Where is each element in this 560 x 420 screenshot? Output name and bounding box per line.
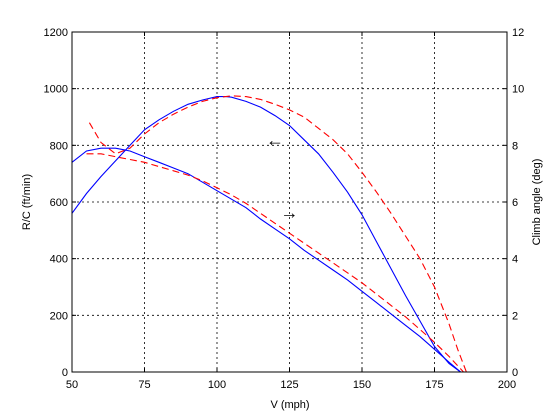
y-tick-label: 1000	[44, 84, 68, 96]
series-group	[71, 95, 467, 373]
y2-tick-label: 2	[512, 310, 518, 322]
x-tick-label: 125	[280, 379, 298, 391]
x-tick-labels: 50 75 100 125 150 175 200	[66, 379, 516, 391]
y-tick-label: 400	[50, 254, 68, 266]
series-line-3	[86, 153, 464, 373]
y-tick-label: 0	[62, 367, 68, 379]
y2-tick-label: 4	[512, 254, 518, 266]
x-tick-label: 150	[353, 379, 371, 391]
y2-tick-labels: 0 2 4 6 8 10 12	[512, 27, 524, 379]
y2-tick-label: 0	[512, 367, 518, 379]
ticks	[71, 31, 508, 373]
x-tick-label: 50	[66, 379, 78, 391]
y-tick-label: 600	[50, 197, 68, 209]
y2-axis-label: Climb angle (deg)	[531, 159, 543, 246]
x-tick-label: 75	[138, 379, 150, 391]
x-tick-label: 175	[425, 379, 443, 391]
annotation-arrow-1: →	[281, 202, 299, 222]
series-line-2	[71, 147, 461, 373]
y-tick-labels: 0 200 400 600 800 1000 1200	[44, 27, 68, 379]
y-axis-label: R/C (ft/min)	[21, 174, 33, 230]
x-tick-label: 100	[208, 379, 226, 391]
x-tick-label: 200	[498, 379, 516, 391]
y-tick-label: 1200	[44, 27, 68, 39]
x-axis-label: V (mph)	[270, 399, 309, 411]
annotation-arrow-0: ←	[266, 130, 284, 150]
y2-tick-label: 6	[512, 197, 518, 209]
annotations: ←→	[266, 130, 299, 222]
y-tick-label: 200	[50, 310, 68, 322]
series-line-1	[88, 95, 467, 373]
y-tick-label: 800	[50, 140, 68, 152]
grid	[72, 32, 507, 372]
y2-tick-label: 8	[512, 140, 518, 152]
series-line-0	[71, 96, 461, 373]
y2-tick-label: 12	[512, 27, 524, 39]
y2-tick-label: 10	[512, 84, 524, 96]
